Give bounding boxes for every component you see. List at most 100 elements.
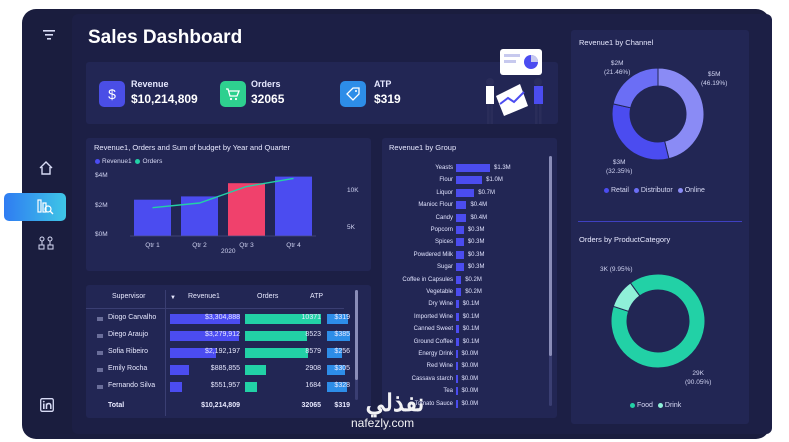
col-revenue[interactable]: Revenue1 <box>188 293 220 300</box>
group-bar[interactable] <box>456 263 464 272</box>
group-bar[interactable] <box>456 362 458 371</box>
group-bar[interactable] <box>456 300 459 309</box>
table-row[interactable]: Diego Araujo $3,279,912 8523 $385 <box>86 329 350 343</box>
table-scrollbar[interactable] <box>355 290 358 400</box>
group-bar[interactable] <box>456 325 459 334</box>
group-row[interactable]: Imported Wine $0.1M <box>383 312 553 322</box>
group-row[interactable]: Red Wine $0.0M <box>383 362 553 371</box>
group-bar[interactable] <box>456 164 490 172</box>
group-bar[interactable] <box>456 226 464 234</box>
row-expand-icon[interactable] <box>97 317 103 321</box>
group-bar[interactable] <box>456 188 475 197</box>
revenue-bar-cell <box>170 365 189 375</box>
filter-icon[interactable] <box>40 27 58 45</box>
group-value-label: $0.3M <box>467 227 485 233</box>
revenue-bar-cell <box>170 331 240 341</box>
group-row[interactable]: Candy $0.4M <box>383 213 553 223</box>
channel-slice[interactable] <box>611 103 670 161</box>
group-bar[interactable] <box>456 374 458 383</box>
group-row[interactable]: Ground Coffee $0.1M <box>383 337 553 347</box>
group-row[interactable]: Yeasts $1.3M <box>383 164 553 173</box>
group-row[interactable]: Spices $0.3M <box>383 238 553 247</box>
category-label-drink: 3K (9.95%) <box>600 266 633 273</box>
group-bar[interactable] <box>456 387 458 396</box>
supervisor-name: Diogo Carvalho <box>108 314 157 321</box>
group-bar[interactable] <box>456 399 458 408</box>
group-row[interactable]: Flour $1.0M <box>383 176 553 185</box>
group-value-label: $0.1M <box>462 338 480 345</box>
category-slice[interactable] <box>612 282 641 312</box>
group-scrollbar[interactable] <box>549 156 552 406</box>
dollar-icon: $ <box>99 81 125 107</box>
table-row[interactable]: Emily Rocha $885,855 2908 $305 <box>86 363 350 377</box>
group-bar[interactable] <box>456 176 483 185</box>
group-bar[interactable] <box>456 312 459 321</box>
group-row[interactable]: Powdered Milk $0.3M <box>383 250 553 260</box>
group-row[interactable]: Vegetable $0.2M <box>383 288 553 297</box>
group-bar[interactable] <box>456 250 464 259</box>
group-row[interactable]: Cassava starch $0.0M <box>383 374 553 384</box>
legend-retail: Retail <box>611 187 629 194</box>
watermark: نفذلي nafezly.com <box>345 392 445 431</box>
table-row[interactable]: Fernando Silva $551,957 1684 $328 <box>86 380 350 394</box>
table-row[interactable]: Diogo Carvalho $3,304,888 10371 $319 <box>86 312 350 326</box>
legend-distributor: Distributor <box>640 187 673 194</box>
home-icon[interactable] <box>37 160 55 178</box>
hierarchy-icon[interactable] <box>37 235 55 253</box>
group-row[interactable]: Popcorn $0.3M <box>383 226 553 235</box>
group-value-label: $0.1M <box>462 326 480 333</box>
cart-icon <box>220 81 246 107</box>
group-bar[interactable] <box>456 238 464 247</box>
revenue-bar[interactable] <box>228 183 265 236</box>
revenue-bar[interactable] <box>134 199 171 236</box>
sort-desc-icon[interactable]: ▼ <box>170 295 176 301</box>
orders-bar-cell <box>245 382 258 392</box>
row-expand-icon[interactable] <box>97 334 103 338</box>
group-bar[interactable] <box>456 275 462 284</box>
revenue-value: $885,855 <box>210 365 240 372</box>
row-expand-icon[interactable] <box>97 351 103 355</box>
group-row[interactable]: Energy Drink $0.0M <box>383 350 553 359</box>
group-row[interactable]: Liquor $0.7M <box>383 188 553 198</box>
group-bar-list: Yeasts $1.3M Flour $1.0M Liquor $0.7M Manioc F… <box>383 164 553 414</box>
revenue-bar-cell <box>170 382 182 392</box>
col-orders[interactable]: Orders <box>257 293 279 300</box>
group-bar[interactable] <box>456 350 458 358</box>
col-supervisor[interactable]: Supervisor <box>112 293 146 300</box>
group-label: Powdered Milk <box>413 251 453 258</box>
table-scrollbar-thumb[interactable] <box>355 290 358 380</box>
group-row[interactable]: Tea $0.0M <box>383 387 553 396</box>
revenue-bar[interactable] <box>275 176 312 236</box>
channel-slice[interactable] <box>657 67 705 160</box>
analytics-icon[interactable] <box>36 198 54 216</box>
group-bar[interactable] <box>456 288 462 296</box>
group-scrollbar-thumb[interactable] <box>549 156 552 356</box>
combo-legend: Revenue1 Orders <box>95 158 162 165</box>
group-value-label: $0.3M <box>467 251 485 258</box>
channel-slice[interactable] <box>612 67 659 109</box>
row-expand-icon[interactable] <box>97 385 103 389</box>
kpi-orders-value: 32065 <box>251 92 285 106</box>
total-atp: $319 <box>334 402 350 409</box>
kpi-atp-value: $319 <box>374 92 401 106</box>
group-value-label: $0.4M <box>470 214 488 221</box>
group-row[interactable]: Coffee in Capsules $0.2M <box>383 275 553 285</box>
revenue-value: $2,192,197 <box>204 348 240 355</box>
linkedin-icon[interactable] <box>38 398 56 416</box>
group-row[interactable]: Canned Sweet $0.1M <box>383 325 553 334</box>
group-bar[interactable] <box>456 337 459 346</box>
col-atp[interactable]: ATP <box>310 293 324 300</box>
orders-bar-cell <box>245 348 309 358</box>
group-bar[interactable] <box>456 213 467 222</box>
nav-analytics-active[interactable] <box>4 193 66 221</box>
group-row[interactable]: Tomato Sauce $0.0M <box>383 399 553 409</box>
category-slice[interactable] <box>610 273 706 369</box>
group-row[interactable]: Sugar $0.3M <box>383 263 553 272</box>
group-row[interactable]: Dry Wine $0.1M <box>383 300 553 309</box>
x-year-label: 2020 <box>221 248 236 255</box>
row-expand-icon[interactable] <box>97 368 103 372</box>
table-row[interactable]: Sofia Ribeiro $2,192,197 8579 $256 <box>86 346 350 360</box>
group-row[interactable]: Manioc Flour $0.4M <box>383 201 553 210</box>
group-bar[interactable] <box>456 201 467 210</box>
group-label: Sugar <box>436 264 453 271</box>
